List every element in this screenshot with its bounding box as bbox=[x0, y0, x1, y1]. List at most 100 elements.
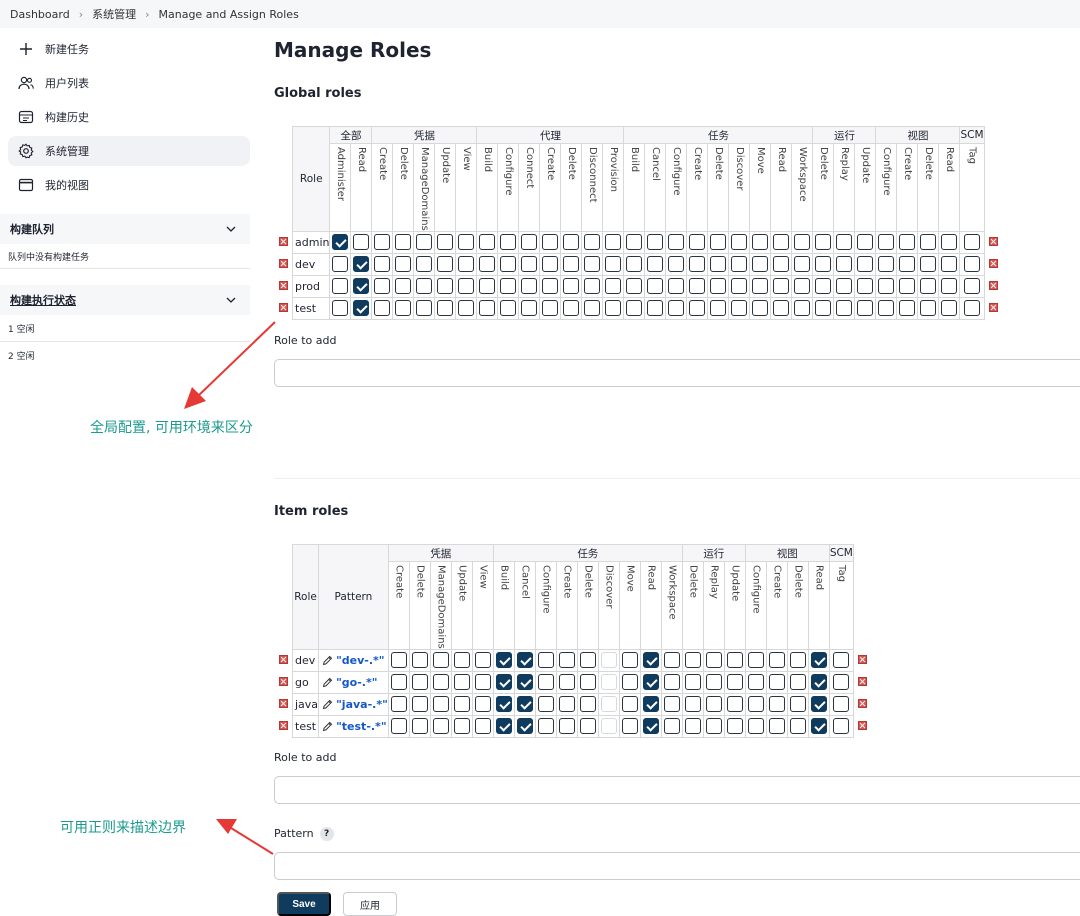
permission-checkbox[interactable] bbox=[689, 234, 706, 251]
breadcrumb-current[interactable]: Manage and Assign Roles bbox=[158, 7, 299, 21]
permission-checkbox[interactable] bbox=[689, 278, 706, 295]
permission-checkbox[interactable] bbox=[768, 696, 785, 713]
permission-checkbox[interactable] bbox=[474, 652, 491, 669]
permission-checkbox[interactable] bbox=[521, 278, 538, 295]
permission-checkbox[interactable] bbox=[642, 718, 659, 735]
permission-checkbox[interactable] bbox=[668, 300, 685, 317]
permission-checkbox[interactable] bbox=[794, 278, 811, 295]
permission-checkbox[interactable] bbox=[878, 300, 895, 317]
pencil-icon[interactable] bbox=[322, 721, 333, 732]
permission-checkbox[interactable] bbox=[521, 300, 538, 317]
permission-checkbox[interactable] bbox=[705, 652, 722, 669]
permission-checkbox[interactable] bbox=[474, 718, 491, 735]
permission-checkbox[interactable] bbox=[663, 696, 680, 713]
permission-checkbox[interactable] bbox=[899, 278, 916, 295]
pattern-input[interactable] bbox=[274, 852, 1080, 880]
permission-checkbox[interactable] bbox=[920, 300, 937, 317]
breadcrumb-dashboard[interactable]: Dashboard bbox=[10, 7, 70, 21]
permission-checkbox[interactable] bbox=[537, 652, 554, 669]
pencil-icon[interactable] bbox=[322, 655, 333, 666]
permission-checkbox[interactable] bbox=[537, 718, 554, 735]
sidebar-item-new-task[interactable]: 新建任务 bbox=[8, 34, 250, 64]
permission-checkbox[interactable] bbox=[642, 674, 659, 691]
permission-checkbox[interactable] bbox=[710, 256, 727, 273]
permission-checkbox[interactable] bbox=[964, 278, 980, 295]
permission-checkbox[interactable] bbox=[789, 718, 806, 735]
permission-checkbox[interactable] bbox=[857, 234, 874, 251]
delete-role-icon[interactable] bbox=[279, 655, 288, 665]
permission-checkbox[interactable] bbox=[411, 696, 428, 713]
permission-checkbox[interactable] bbox=[833, 652, 850, 669]
permission-checkbox[interactable] bbox=[794, 234, 811, 251]
permission-checkbox[interactable] bbox=[752, 278, 769, 295]
permission-checkbox[interactable] bbox=[626, 278, 643, 295]
permission-checkbox[interactable] bbox=[516, 674, 533, 691]
permission-checkbox[interactable] bbox=[332, 300, 349, 317]
permission-checkbox[interactable] bbox=[537, 696, 554, 713]
permission-checkbox[interactable] bbox=[878, 278, 895, 295]
permission-checkbox[interactable] bbox=[752, 234, 769, 251]
permission-checkbox[interactable] bbox=[416, 278, 433, 295]
permission-checkbox[interactable] bbox=[647, 278, 664, 295]
permission-checkbox[interactable] bbox=[731, 300, 748, 317]
executors-header[interactable]: 构建执行状态 bbox=[0, 285, 250, 315]
permission-checkbox[interactable] bbox=[332, 278, 349, 295]
apply-button[interactable]: 应用 bbox=[343, 892, 397, 916]
permission-checkbox[interactable] bbox=[833, 696, 850, 713]
permission-checkbox[interactable] bbox=[668, 234, 685, 251]
permission-checkbox[interactable] bbox=[964, 234, 980, 251]
permission-checkbox[interactable] bbox=[747, 674, 764, 691]
permission-checkbox[interactable] bbox=[899, 234, 916, 251]
permission-checkbox[interactable] bbox=[600, 696, 617, 713]
permission-checkbox[interactable] bbox=[474, 696, 491, 713]
permission-checkbox[interactable] bbox=[964, 300, 980, 317]
permission-checkbox[interactable] bbox=[353, 278, 370, 295]
permission-checkbox[interactable] bbox=[542, 234, 559, 251]
permission-checkbox[interactable] bbox=[500, 256, 517, 273]
permission-checkbox[interactable] bbox=[600, 674, 617, 691]
permission-checkbox[interactable] bbox=[833, 718, 850, 735]
permission-checkbox[interactable] bbox=[773, 256, 790, 273]
permission-checkbox[interactable] bbox=[458, 234, 475, 251]
pattern-link[interactable]: "java-.*" bbox=[336, 697, 388, 711]
permission-checkbox[interactable] bbox=[920, 234, 937, 251]
permission-checkbox[interactable] bbox=[390, 696, 407, 713]
permission-checkbox[interactable] bbox=[479, 300, 496, 317]
permission-checkbox[interactable] bbox=[521, 256, 538, 273]
global-role-to-add-input[interactable] bbox=[274, 359, 1080, 387]
permission-checkbox[interactable] bbox=[353, 256, 370, 273]
permission-checkbox[interactable] bbox=[626, 234, 643, 251]
permission-checkbox[interactable] bbox=[773, 278, 790, 295]
help-icon[interactable]: ? bbox=[319, 827, 334, 841]
permission-checkbox[interactable] bbox=[836, 278, 853, 295]
permission-checkbox[interactable] bbox=[689, 300, 706, 317]
permission-checkbox[interactable] bbox=[689, 256, 706, 273]
permission-checkbox[interactable] bbox=[390, 652, 407, 669]
permission-checkbox[interactable] bbox=[789, 652, 806, 669]
permission-checkbox[interactable] bbox=[710, 234, 727, 251]
delete-role-icon[interactable] bbox=[857, 699, 867, 709]
permission-checkbox[interactable] bbox=[815, 300, 832, 317]
permission-checkbox[interactable] bbox=[579, 652, 596, 669]
permission-checkbox[interactable] bbox=[605, 256, 622, 273]
permission-checkbox[interactable] bbox=[584, 278, 601, 295]
save-button[interactable]: Save bbox=[277, 892, 331, 916]
permission-checkbox[interactable] bbox=[747, 652, 764, 669]
permission-checkbox[interactable] bbox=[521, 234, 538, 251]
delete-role-icon[interactable] bbox=[988, 303, 998, 313]
permission-checkbox[interactable] bbox=[663, 718, 680, 735]
permission-checkbox[interactable] bbox=[941, 300, 958, 317]
permission-checkbox[interactable] bbox=[752, 256, 769, 273]
permission-checkbox[interactable] bbox=[600, 718, 617, 735]
permission-checkbox[interactable] bbox=[710, 300, 727, 317]
permission-checkbox[interactable] bbox=[768, 674, 785, 691]
permission-checkbox[interactable] bbox=[836, 234, 853, 251]
permission-checkbox[interactable] bbox=[836, 256, 853, 273]
permission-checkbox[interactable] bbox=[332, 234, 349, 251]
permission-checkbox[interactable] bbox=[684, 696, 701, 713]
permission-checkbox[interactable] bbox=[542, 300, 559, 317]
permission-checkbox[interactable] bbox=[668, 278, 685, 295]
delete-role-icon[interactable] bbox=[279, 721, 288, 731]
permission-checkbox[interactable] bbox=[432, 674, 449, 691]
permission-checkbox[interactable] bbox=[453, 718, 470, 735]
